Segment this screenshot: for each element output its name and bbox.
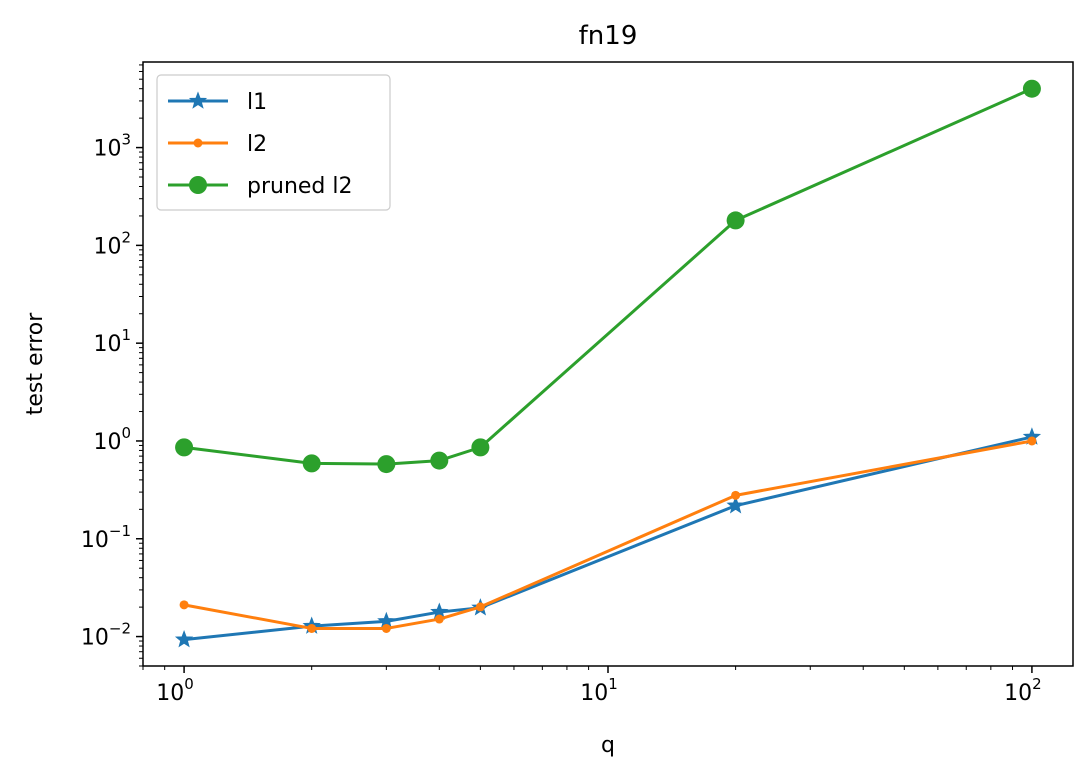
y-tick-label: 100 [93,424,131,455]
legend: l1 l2 pruned l2 [156,74,391,211]
y-tick-label: 101 [93,326,131,357]
y-tick-label-base: 10 [93,137,121,162]
data-point-l2 [179,600,189,610]
y-tick-label: 10−1 [81,522,131,553]
x-axis-label: q [601,733,615,758]
data-point-l2 [475,602,485,612]
x-tick-label-exponent: 0 [184,675,194,693]
legend-marker-pruned-l2 [189,176,207,194]
data-point-l2 [731,490,741,500]
y-tick-label: 103 [93,131,131,162]
data-point-pruned-l2 [1022,79,1041,98]
data-point-pruned-l2 [430,451,449,470]
y-tick-label-base: 10 [81,626,109,651]
data-point-l1 [726,496,745,514]
legend-box [156,74,391,211]
data-point-l2 [381,623,391,633]
y-tick-label-exponent: −1 [109,522,131,540]
x-tick-label-base: 10 [580,681,608,706]
y-axis-label: test error [23,312,48,415]
y-tick-label-exponent: 1 [121,326,131,344]
chart-title: fn19 [579,21,638,51]
y-tick-label-base: 10 [93,430,121,455]
data-point-pruned-l2 [377,455,396,474]
data-point-pruned-l2 [302,454,321,473]
data-point-l2 [1027,436,1037,446]
y-tick-label-base: 10 [93,234,121,259]
y-tick-label-exponent: 0 [121,424,131,442]
data-point-l1 [174,630,194,648]
y-tick-label-exponent: 2 [121,228,131,246]
data-point-pruned-l2 [175,438,194,457]
y-tick-label-exponent: 3 [121,131,131,149]
plot-area [174,79,1042,648]
x-tick-label: 100 [156,675,194,706]
y-tick-label: 10−2 [81,620,131,651]
x-tick-label-base: 10 [1004,681,1032,706]
x-tick-label-exponent: 1 [608,675,618,693]
x-tick-label-exponent: 2 [1032,675,1042,693]
legend-marker-l2 [193,138,203,148]
x-tick-label: 101 [580,675,618,706]
y-tick-label-exponent: −2 [109,620,131,638]
legend-marker-l1 [188,91,208,109]
series-l2 [179,436,1037,633]
legend-label-l2: l2 [247,132,267,157]
legend-label-l1: l1 [247,90,267,115]
data-point-pruned-l2 [726,211,745,230]
data-point-l2 [307,623,317,633]
x-tick-label-base: 10 [156,681,184,706]
data-point-l2 [434,614,444,624]
data-point-pruned-l2 [471,438,490,457]
legend-label-pruned-l2: pruned l2 [247,174,353,199]
series-pruned-l2 [175,79,1041,474]
y-tick-label: 102 [93,228,131,259]
y-tick-label-base: 10 [81,528,109,553]
y-tick-label-base: 10 [93,332,121,357]
x-tick-label: 102 [1004,675,1042,706]
